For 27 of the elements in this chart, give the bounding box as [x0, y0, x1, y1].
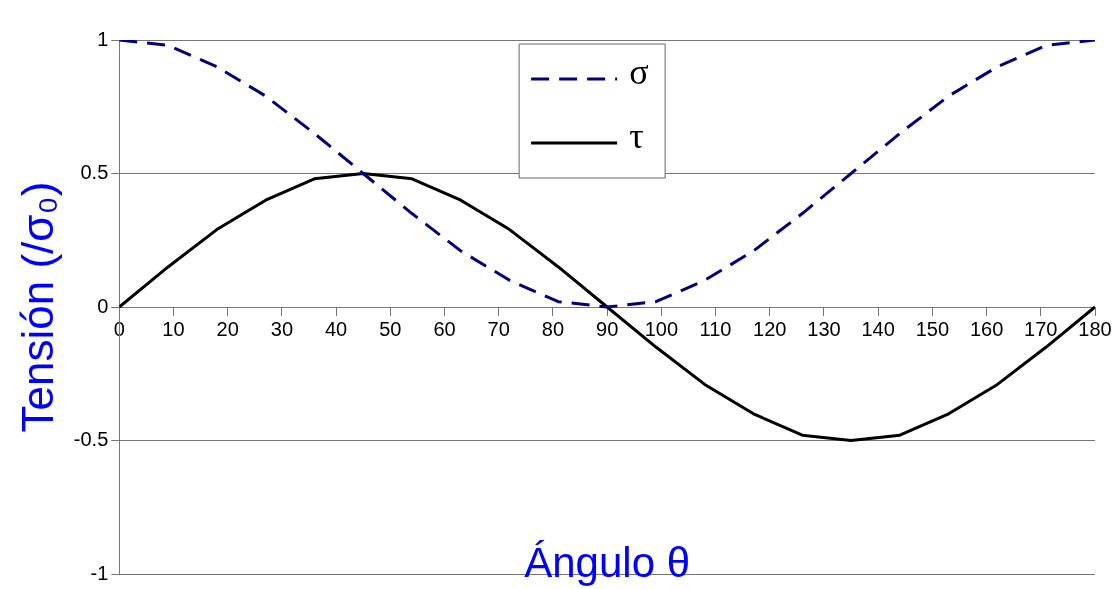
x-tick-label: 100: [644, 317, 679, 340]
x-tick-label: 40: [324, 317, 348, 340]
x-tick-label: 10: [162, 317, 185, 340]
y-tick-label: -1: [90, 561, 109, 584]
x-tick-label: 80: [541, 317, 565, 340]
x-tick-label: 170: [1024, 317, 1058, 340]
y-axis-title: Tensión (/σ₀): [12, 181, 62, 433]
x-tick-label: 70: [487, 317, 510, 340]
x-axis-title: Ángulo θ: [524, 538, 691, 586]
x-tick-label: 140: [861, 317, 895, 340]
x-tick-label: 150: [915, 317, 950, 340]
x-tick-label: 90: [596, 317, 619, 340]
legend-label: σ: [629, 52, 649, 93]
x-tick-label: 120: [753, 317, 787, 340]
x-tick-label: 130: [807, 317, 841, 340]
x-tick-label: 30: [270, 317, 294, 340]
legend-label: τ: [629, 116, 644, 157]
y-tick-label: 0.5: [80, 161, 109, 184]
x-tick-label: 60: [433, 317, 456, 340]
y-tick-label: 0: [97, 294, 109, 317]
y-tick-label: 1: [97, 27, 109, 50]
x-tick-label: 50: [379, 317, 402, 340]
x-tick-label: 110: [699, 317, 732, 340]
x-tick-label: 160: [969, 317, 1004, 340]
x-tick-label: 20: [216, 317, 239, 340]
y-tick-label: -0.5: [73, 428, 109, 451]
x-tick-label: 180: [1078, 317, 1112, 340]
